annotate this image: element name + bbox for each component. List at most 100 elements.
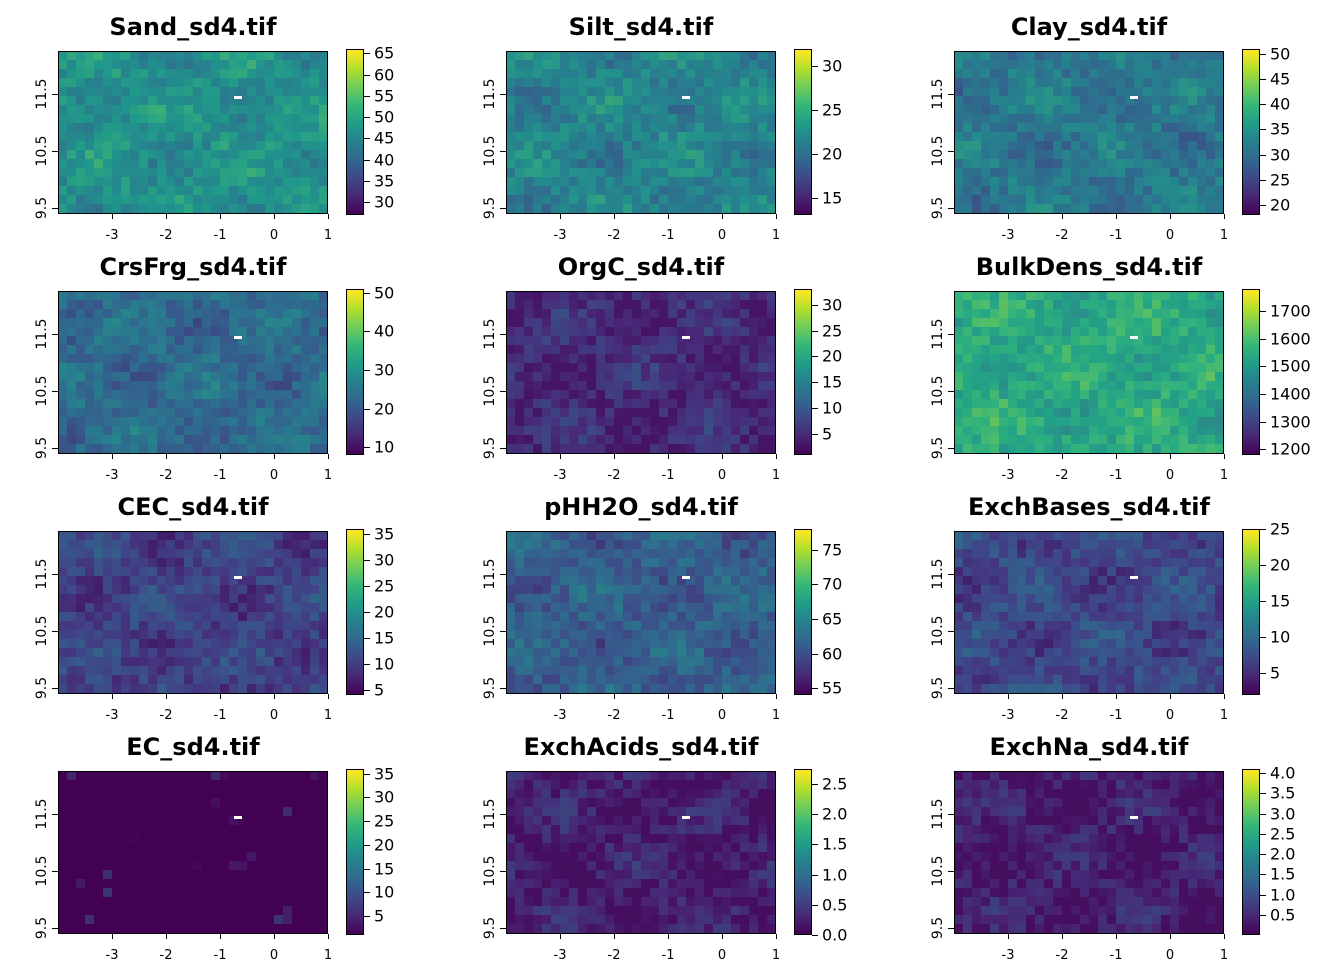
legend-tick-label: 60 — [822, 644, 843, 663]
y-tick-label: 11.5 — [34, 78, 50, 110]
panel-title: Sand_sd4.tif — [109, 13, 277, 41]
x-tick-label: 1 — [1219, 948, 1229, 963]
color-legend-bar — [346, 769, 364, 935]
y-tick-mark — [52, 391, 58, 393]
legend-tick-mark — [812, 330, 818, 332]
x-tick-mark — [1224, 934, 1225, 939]
raster-image — [58, 771, 328, 934]
x-tick-mark — [776, 454, 777, 459]
legend-tick-mark — [364, 408, 370, 410]
x-tick-label: 0 — [269, 708, 279, 723]
raster-map — [58, 51, 328, 214]
legend-tick-label: 35 — [374, 524, 395, 544]
x-tick-label: -1 — [213, 228, 227, 243]
y-tick-label: 10.5 — [482, 615, 498, 647]
legend-tick-label: 1700 — [1270, 301, 1311, 321]
x-tick-label: -2 — [159, 228, 173, 243]
x-tick-label: -2 — [607, 228, 621, 243]
map-panel: BulkDens_sd4.tif -3 -2 -1 0 1 9.5 10.5 11.5 1200 1… — [896, 240, 1344, 483]
x-tick-mark — [722, 934, 723, 939]
lake-feature — [1130, 336, 1138, 339]
x-tick-label: -2 — [1055, 468, 1069, 483]
legend-tick-label: 10 — [1270, 627, 1291, 647]
raster-cells — [58, 291, 328, 454]
x-tick-mark — [1008, 454, 1009, 459]
x-tick-label: -3 — [105, 948, 119, 963]
legend-tick-mark — [812, 784, 818, 786]
legend-tick-label: 1.5 — [1270, 864, 1296, 884]
legend-tick-mark — [364, 292, 370, 294]
x-tick-label: 1 — [771, 708, 781, 723]
x-tick-label: 1 — [771, 948, 781, 963]
legend-tick-mark — [812, 408, 818, 410]
color-legend-bar — [794, 289, 812, 455]
y-tick-label: 9.5 — [930, 677, 946, 700]
lake-feature — [1130, 96, 1138, 99]
legend-tick-label: 0.5 — [822, 895, 848, 915]
x-tick-mark — [274, 694, 275, 699]
map-panel: ExchBases_sd4.tif -3 -2 -1 0 1 9.5 10.5 11.5 5 10 1… — [896, 480, 1344, 723]
x-tick-label: 0 — [717, 228, 727, 243]
x-tick-mark — [328, 214, 329, 219]
x-tick-mark — [220, 454, 221, 459]
x-tick-label: -1 — [1109, 948, 1123, 963]
map-panel: EC_sd4.tif -3 -2 -1 0 1 9.5 10.5 11.5 5 10 15 20 25 30… — [0, 720, 448, 963]
legend-tick-label: 15 — [374, 859, 395, 879]
y-tick-label: 9.5 — [930, 917, 946, 940]
x-tick-label: -3 — [105, 468, 119, 483]
x-tick-mark — [1116, 694, 1117, 699]
legend-tick-label: 30 — [822, 56, 843, 76]
legend-tick-label: 30 — [374, 192, 395, 212]
map-panel: Sand_sd4.tif -3 -2 -1 0 1 9.5 10.5 11.5 30 35 40 45 5… — [0, 0, 448, 243]
legend-tick-mark — [364, 637, 370, 639]
legend-tick-mark — [364, 821, 370, 823]
y-tick-mark — [948, 813, 954, 815]
legend-tick-label: 40 — [374, 150, 395, 170]
raster-cells — [954, 531, 1224, 694]
legend-tick-mark — [812, 814, 818, 816]
legend-tick-mark — [812, 110, 818, 112]
x-tick-mark — [1008, 214, 1009, 219]
raster-cells — [58, 771, 328, 934]
legend-tick-label: 1.5 — [822, 834, 848, 854]
x-tick-mark — [328, 694, 329, 699]
y-tick-mark — [500, 573, 506, 575]
y-tick-label: 9.5 — [482, 917, 498, 940]
x-tick-mark — [560, 454, 561, 459]
x-tick-mark — [220, 214, 221, 219]
raster-map — [58, 291, 328, 454]
y-tick-mark — [500, 688, 506, 690]
x-tick-mark — [722, 694, 723, 699]
legend-tick-label: 25 — [374, 576, 395, 596]
legend-tick-label: 1400 — [1270, 384, 1311, 404]
x-tick-label: -3 — [553, 948, 567, 963]
lake-feature — [682, 336, 690, 339]
legend-tick-mark — [812, 653, 818, 655]
legend-tick-label: 50 — [374, 107, 395, 127]
legend-tick-mark — [364, 117, 370, 119]
lake-feature — [682, 576, 690, 579]
x-tick-label: -1 — [1109, 228, 1123, 243]
x-tick-label: 1 — [771, 468, 781, 483]
legend-tick-label: 50 — [374, 283, 395, 303]
legend-tick-label: 2.0 — [822, 804, 848, 824]
legend-tick-mark — [1260, 421, 1266, 423]
x-tick-mark — [1008, 694, 1009, 699]
legend-tick-mark — [812, 935, 818, 936]
legend-tick-mark — [812, 618, 818, 620]
y-tick-label: 9.5 — [34, 917, 50, 940]
legend-tick-mark — [364, 586, 370, 588]
legend-tick-mark — [1260, 854, 1266, 856]
legend-tick-label: 3.0 — [1270, 804, 1296, 824]
y-tick-mark — [500, 448, 506, 450]
x-tick-mark — [776, 694, 777, 699]
x-tick-label: 0 — [1165, 468, 1175, 483]
legend-tick-label: 1.0 — [822, 865, 848, 885]
legend-tick-label: 10 — [374, 437, 395, 457]
legend-tick-label: 50 — [1270, 44, 1291, 64]
legend-tick-mark — [812, 904, 818, 906]
legend-tick-label: 30 — [1270, 145, 1291, 165]
legend-tick-label: 1.0 — [1270, 885, 1296, 904]
x-tick-mark — [220, 694, 221, 699]
legend-tick-mark — [364, 159, 370, 161]
